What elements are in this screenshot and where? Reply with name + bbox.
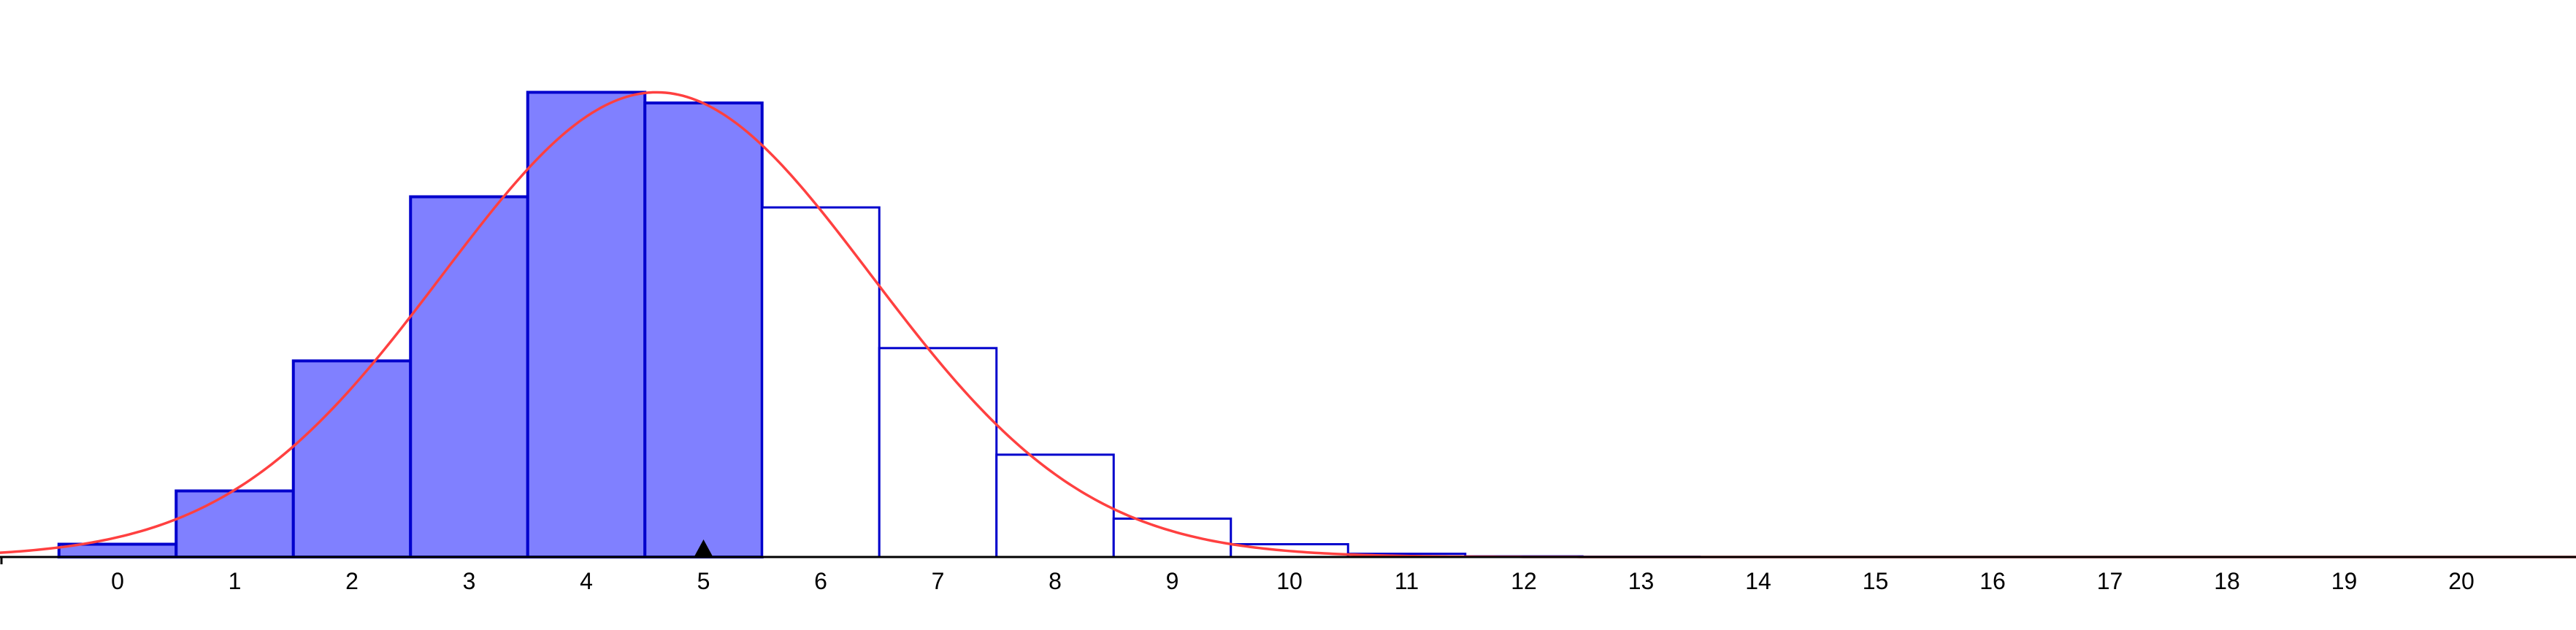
bar-6 — [762, 207, 880, 557]
x-tick-label-4: 4 — [580, 568, 593, 594]
x-tick-label-18: 18 — [2214, 568, 2240, 594]
x-tick-label-14: 14 — [1745, 568, 1771, 594]
bar-5 — [645, 103, 762, 557]
x-tick-label-19: 19 — [2331, 568, 2358, 594]
x-tick-label-8: 8 — [1049, 568, 1062, 594]
bars-layer — [59, 92, 1700, 557]
x-tick-label-12: 12 — [1511, 568, 1537, 594]
bar-7 — [879, 348, 997, 557]
x-tick-label-15: 15 — [1863, 568, 1889, 594]
x-tick-label-16: 16 — [1979, 568, 2006, 594]
x-tick-label-7: 7 — [932, 568, 945, 594]
x-tick-label-2: 2 — [345, 568, 359, 594]
bar-8 — [997, 455, 1114, 557]
bar-3 — [410, 197, 528, 557]
x-tick-label-5: 5 — [697, 568, 710, 594]
x-tick-label-20: 20 — [2448, 568, 2475, 594]
x-tick-label-1: 1 — [229, 568, 242, 594]
x-tick-label-0: 0 — [111, 568, 124, 594]
bar-2 — [294, 361, 411, 557]
x-tick-label-9: 9 — [1166, 568, 1179, 594]
x-axis — [0, 557, 2576, 564]
x-tick-label-10: 10 — [1276, 568, 1303, 594]
bar-1 — [176, 491, 294, 557]
x-tick-label-13: 13 — [1628, 568, 1655, 594]
x-tick-label-17: 17 — [2097, 568, 2123, 594]
x-tick-label-3: 3 — [463, 568, 476, 594]
x-tick-label-11: 11 — [1395, 568, 1419, 594]
bar-4 — [528, 92, 645, 557]
x-tick-label-6: 6 — [814, 568, 827, 594]
bar-9 — [1113, 518, 1231, 557]
